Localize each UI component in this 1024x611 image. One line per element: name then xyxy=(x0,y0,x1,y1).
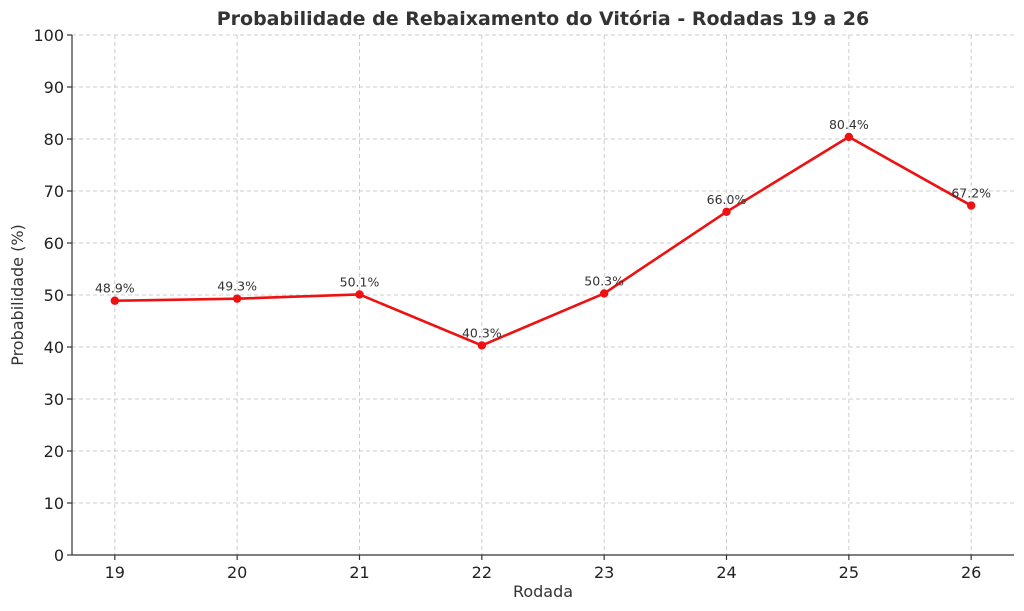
data-label: 67.2% xyxy=(951,186,991,201)
data-label: 49.3% xyxy=(217,279,257,294)
x-tick-label: 24 xyxy=(716,563,736,582)
data-point xyxy=(477,341,487,350)
data-point xyxy=(355,290,364,299)
y-tick-label: 90 xyxy=(44,78,64,97)
x-axis-label: Rodada xyxy=(513,582,573,601)
y-axis-label: Probabilidade (%) xyxy=(8,224,27,366)
y-tick-label: 100 xyxy=(33,26,64,45)
y-tick-label: 0 xyxy=(54,546,64,565)
data-point xyxy=(844,132,854,142)
data-label: 48.9% xyxy=(95,281,135,296)
y-tick-label: 40 xyxy=(44,338,64,357)
x-tick-label: 19 xyxy=(105,563,125,582)
data-labels-layer: 48.9% 49.3% 50.1% 40.3% 50.3% 66.0% 80.4% 67.2% xyxy=(95,117,991,341)
y-tick-label: 10 xyxy=(44,494,64,513)
data-label: 40.3% xyxy=(462,325,502,340)
data-label: 66.0% xyxy=(707,192,747,207)
axes-layer: 0 10 20 30 40 50 60 70 80 90 100 19 20 21 22 23 24 25 26 xyxy=(33,26,1014,582)
x-tick-label: 23 xyxy=(594,563,614,582)
chart-title: Probabilidade de Rebaixamento do Vitória… xyxy=(217,8,870,30)
grid-layer xyxy=(72,34,1014,556)
x-tick-label: 26 xyxy=(961,563,981,582)
data-label: 50.3% xyxy=(584,273,624,288)
y-tick-label: 50 xyxy=(44,286,64,305)
y-tick-label: 80 xyxy=(44,130,64,149)
y-tick-label: 60 xyxy=(44,234,64,253)
y-tick-label: 70 xyxy=(44,182,64,201)
series-layer xyxy=(110,132,976,350)
data-point xyxy=(110,296,120,305)
data-point xyxy=(232,294,242,303)
y-tick-label: 30 xyxy=(44,390,64,409)
x-tick-label: 20 xyxy=(227,563,247,582)
data-point xyxy=(966,201,976,210)
data-label: 80.4% xyxy=(829,117,869,132)
y-tick-label: 20 xyxy=(44,442,64,461)
data-label: 50.1% xyxy=(340,274,380,289)
data-point xyxy=(722,207,731,216)
x-tick-label: 22 xyxy=(472,563,492,582)
x-tick-label: 25 xyxy=(839,563,859,582)
data-point xyxy=(599,289,609,298)
x-tick-label: 21 xyxy=(349,563,369,582)
series-line xyxy=(114,135,972,347)
